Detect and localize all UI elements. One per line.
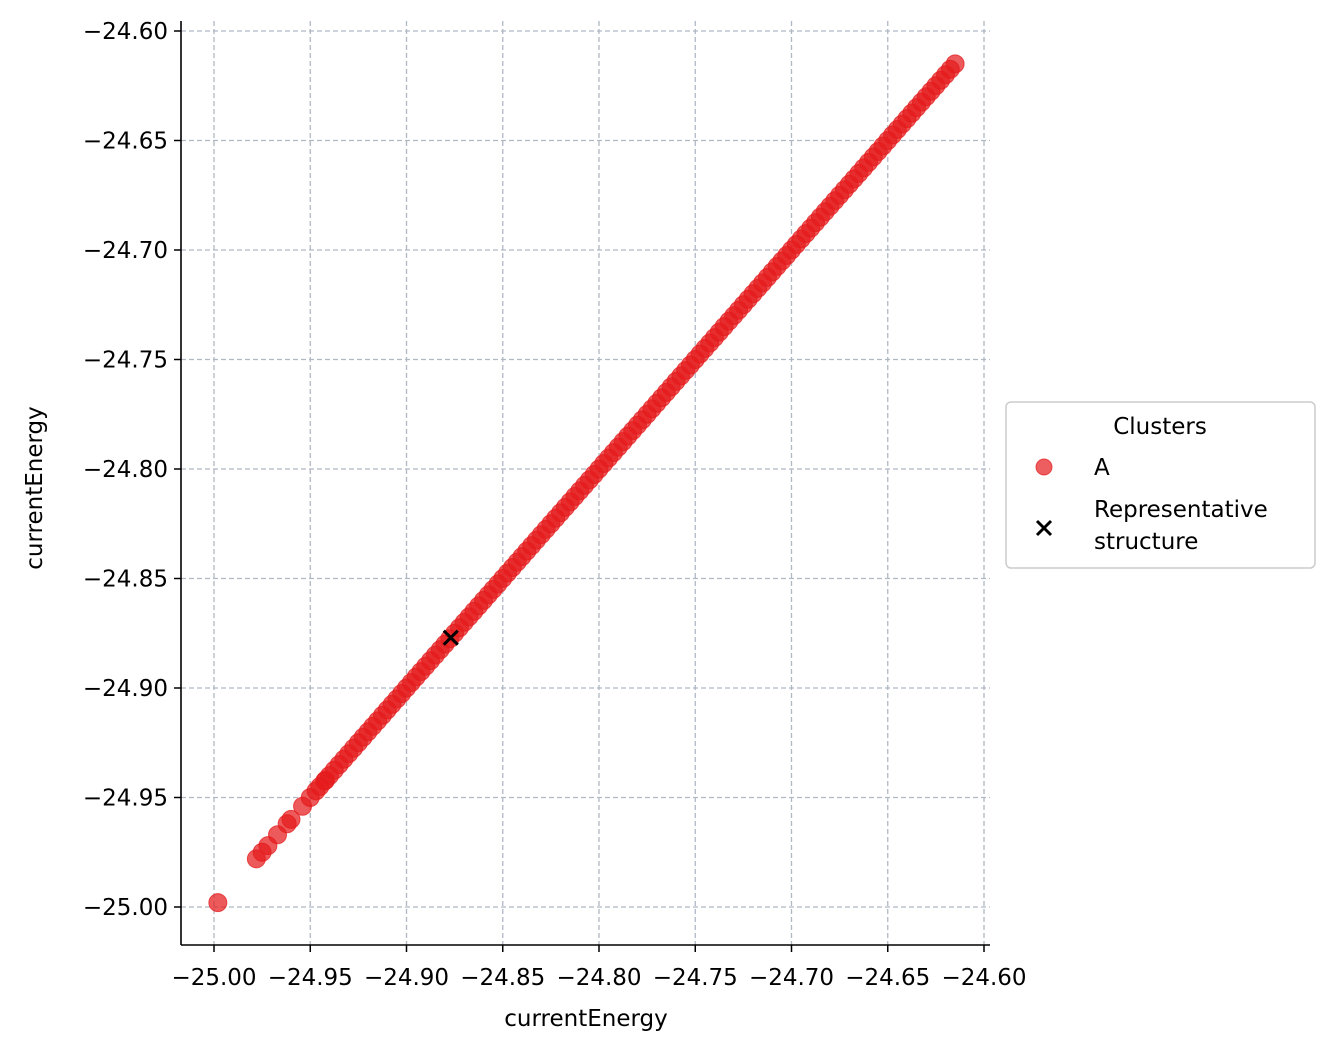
x-axis-label: currentEnergy xyxy=(504,1006,668,1032)
x-tick-label: −24.70 xyxy=(749,965,834,991)
x-tick-label: −24.90 xyxy=(364,965,449,991)
x-tick-label: −24.75 xyxy=(653,965,738,991)
x-tick-label: −24.80 xyxy=(556,965,641,991)
y-tick-label: −24.65 xyxy=(83,129,168,155)
y-tick-label: −24.95 xyxy=(83,786,168,812)
x-ticks: −25.00 −24.95 −24.90 −24.85 −24.80 −24.75 −24.… xyxy=(171,945,1027,991)
representative-x-icon xyxy=(442,629,459,646)
y-tick-label: −24.60 xyxy=(83,19,168,45)
y-tick-label: −24.75 xyxy=(83,348,168,374)
scatter-points xyxy=(208,54,965,913)
y-tick-label: −24.80 xyxy=(83,457,168,483)
x-tick-label: −24.85 xyxy=(460,965,545,991)
scatter-point xyxy=(945,54,965,74)
y-tick-label: −24.85 xyxy=(83,567,168,593)
scatter-point xyxy=(208,893,228,913)
legend: Clusters A Representative structure xyxy=(1005,401,1316,569)
legend-marker-a xyxy=(1035,458,1053,476)
legend-marker-x-icon xyxy=(1035,519,1053,537)
legend-title: Clusters xyxy=(1113,414,1207,440)
representative-marker xyxy=(442,629,459,646)
x-tick-label: −24.60 xyxy=(941,965,1026,991)
y-ticks: −25.00 −24.95 −24.90 −24.85 −24.80 −24.75 −24.… xyxy=(83,19,181,921)
x-tick-label: −24.95 xyxy=(268,965,353,991)
y-tick-label: −25.00 xyxy=(83,895,168,921)
y-tick-label: −24.90 xyxy=(83,676,168,702)
legend-label-representative-line2: structure xyxy=(1094,529,1198,555)
grid-lines xyxy=(181,21,990,945)
scatter-point xyxy=(281,809,301,829)
legend-label-a: A xyxy=(1094,455,1110,481)
x-tick-label: −25.00 xyxy=(171,965,256,991)
legend-frame xyxy=(1005,401,1316,569)
y-axis-label: currentEnergy xyxy=(22,406,48,570)
y-tick-label: −24.70 xyxy=(83,238,168,264)
x-tick-label: −24.65 xyxy=(845,965,930,991)
legend-label-representative-line1: Representative xyxy=(1094,497,1268,523)
